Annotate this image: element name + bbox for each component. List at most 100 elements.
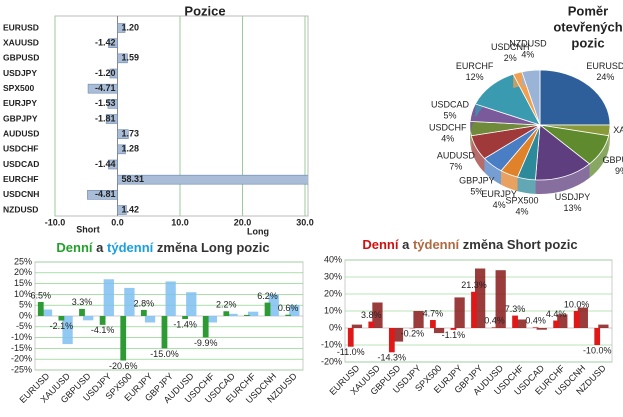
category-label: USDCAD [3, 159, 39, 169]
slice-label: GBPJPY [459, 176, 495, 186]
category-label: EURCHF [3, 174, 38, 184]
bar [471, 291, 477, 328]
bar [289, 305, 300, 316]
category-label: USDCHF [3, 144, 38, 154]
value-label: -4.81 [95, 189, 116, 199]
bar [594, 328, 601, 345]
y-tick-label: -20% [321, 356, 342, 366]
annotation: Long [247, 226, 269, 236]
bar [413, 311, 424, 328]
bar [117, 174, 308, 185]
category-label: GBPUSD [3, 53, 39, 63]
bar [103, 279, 114, 316]
value-label: -15.0% [150, 349, 179, 359]
bar [516, 319, 527, 328]
slice-value: 7% [449, 161, 462, 171]
bar [140, 309, 147, 316]
value-label: -2.1% [50, 321, 74, 331]
value-label: 3.8% [361, 310, 382, 320]
slice-label: EURCHF [456, 61, 494, 71]
slice-value: 12% [466, 72, 484, 82]
slice-value: 4% [441, 134, 454, 144]
slice-label: USDCAD [431, 99, 470, 109]
bar [430, 320, 436, 328]
chart-title: Pozice [184, 3, 225, 18]
category-label: XAUUSD [3, 37, 39, 47]
bar [285, 314, 292, 316]
bar [450, 328, 457, 330]
bar [108, 159, 118, 170]
bar [107, 99, 118, 109]
slice-value: 4% [493, 200, 506, 210]
value-label: 0.4% [484, 316, 505, 326]
pie-side [484, 158, 502, 185]
slice-value: 4% [521, 49, 534, 59]
bar [186, 292, 197, 316]
bar [124, 287, 135, 316]
slice-value: 24% [596, 72, 614, 82]
pie-slice [539, 69, 611, 126]
value-label: -0.2% [401, 329, 425, 339]
category-label: SPX500 [3, 83, 34, 93]
slice-value: 5% [444, 110, 457, 120]
bar [392, 328, 404, 342]
slice-label: USDJPY [555, 192, 591, 202]
bar [109, 68, 118, 79]
value-label: -20.6% [109, 361, 138, 371]
y-tick-label: -20% [11, 354, 32, 364]
y-tick-label: 25% [14, 256, 32, 266]
slice-label: EURJPY [481, 189, 517, 199]
bar [512, 315, 518, 328]
value-label: -1.42 [95, 38, 116, 48]
value-label: 1.42 [122, 204, 140, 214]
bar [351, 324, 363, 328]
annotation: Short [76, 224, 100, 234]
slice-value: 2% [504, 53, 517, 63]
slice-label: XAUUSD [613, 125, 623, 135]
value-label: 6.2% [257, 291, 278, 301]
bar [223, 311, 230, 316]
bar [227, 313, 238, 316]
bar [264, 302, 271, 316]
y-tick-label: -10% [321, 339, 342, 349]
bar [372, 302, 383, 328]
title-part: a [96, 240, 104, 255]
bar [573, 311, 580, 328]
bar [182, 316, 188, 320]
value-label: -4.71 [95, 83, 116, 93]
value-label: -11.0% [337, 347, 365, 357]
value-label: -1.44 [95, 159, 116, 169]
value-label: -14.3% [378, 353, 407, 363]
value-label: 6.5% [31, 290, 52, 300]
bar [62, 316, 73, 345]
bar [117, 144, 126, 155]
bar [144, 316, 156, 323]
value-label: 1.28 [122, 144, 140, 154]
slice-label: AUDUSD [437, 150, 476, 160]
bar [347, 328, 354, 347]
y-tick-label: 10% [14, 289, 32, 299]
y-tick-label: -25% [11, 364, 32, 374]
bar [598, 324, 609, 328]
chart-title: Denní a týdenní změna Long pozic [56, 240, 269, 255]
chart-title: Poměr [568, 3, 608, 18]
chart-title: Denní a týdenní změna Short pozic [362, 237, 577, 252]
slice-label: NZDUSD [509, 38, 547, 48]
slice-label: EURUSD [586, 61, 623, 71]
bar [536, 328, 547, 330]
pie-slice [534, 124, 591, 181]
bar [491, 327, 498, 328]
y-tick-label: -10% [11, 332, 32, 342]
title-part: a [402, 237, 410, 252]
value-label: 21.3% [461, 280, 487, 290]
y-tick-label: -5% [16, 321, 32, 331]
value-label: 58.31 [122, 174, 145, 184]
value-label: 0.4% [525, 316, 546, 326]
category-label: EURUSD [3, 22, 39, 32]
bar [165, 281, 176, 316]
x-tick-label: -10.0 [45, 217, 66, 227]
bar [87, 190, 118, 200]
value-label: 0.6% [278, 303, 299, 313]
bar [99, 316, 106, 325]
title-part: změna Short pozic [463, 237, 578, 252]
